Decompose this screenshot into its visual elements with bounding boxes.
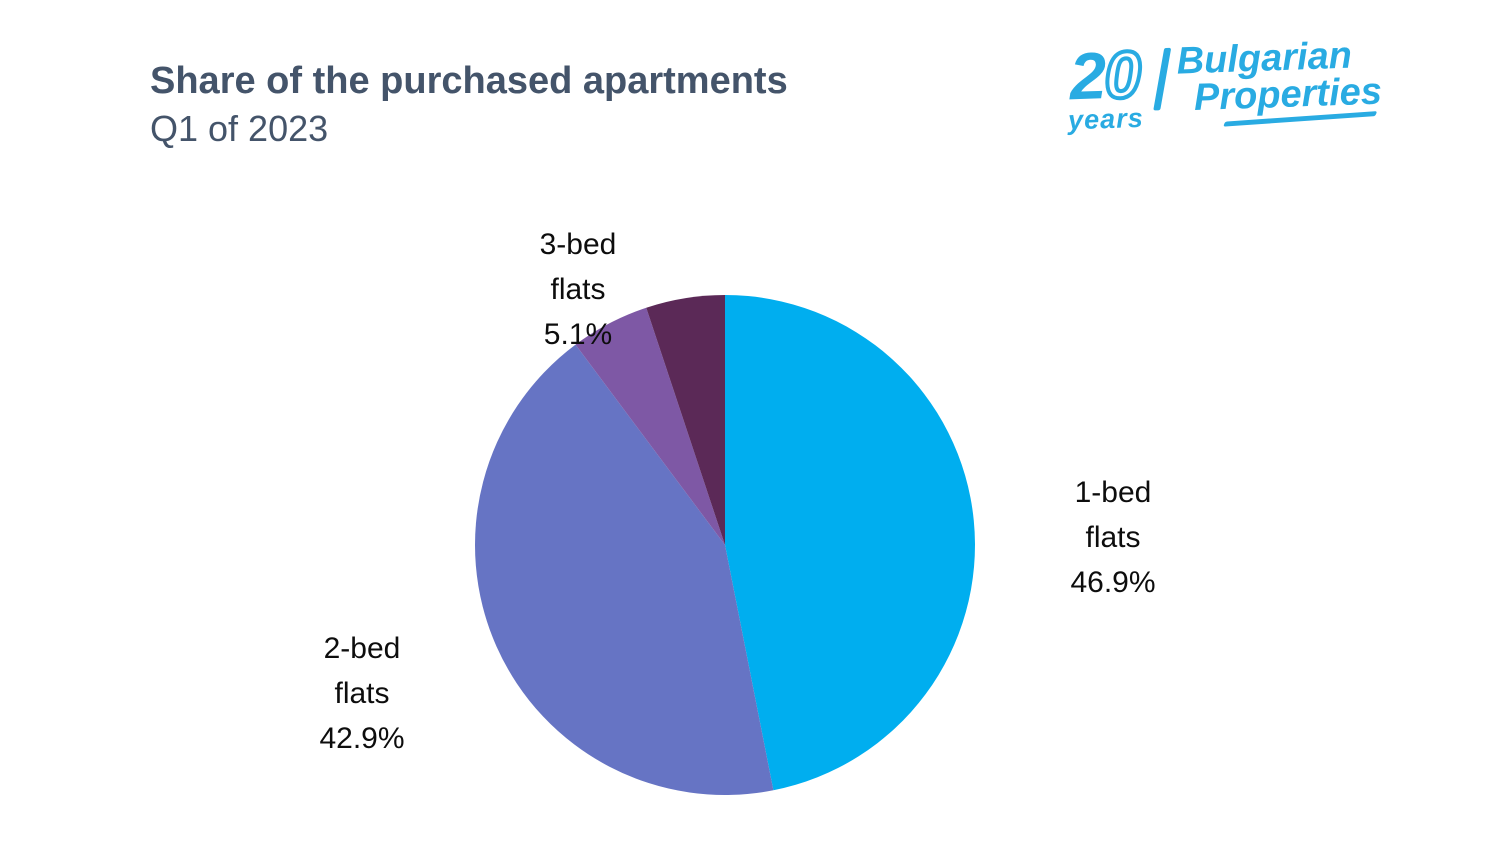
slice-label-line: flats	[334, 677, 390, 710]
slice-label-line: 3-bed	[539, 228, 617, 261]
slice-label-1-bed-flats: 1-bed flats 46.9%	[1013, 470, 1213, 605]
slice-label-line: 5.1%	[543, 318, 613, 351]
slice-label-line: 2-bed	[323, 632, 401, 665]
pie-slice-3-bed-flats	[575, 307, 725, 545]
slice-label-line: 46.9%	[1070, 566, 1156, 599]
slice-label-2-bed-flats: 2-bed flats 42.9%	[262, 626, 462, 761]
pie-slice-unlabeled-slice	[646, 295, 725, 545]
page-title: Share of the purchased apartments	[150, 60, 788, 102]
slice-label-3-bed-flats: 3-bed flats 5.1%	[478, 222, 678, 357]
slice-label-line: 42.9%	[319, 722, 405, 755]
slice-label-line: 1-bed	[1074, 476, 1152, 509]
pie-svg	[475, 295, 975, 795]
chart-header: Share of the purchased apartments Q1 of …	[150, 58, 788, 152]
page-subtitle: Q1 of 2023	[150, 107, 329, 149]
pie-slice-1-bed-flats	[725, 295, 975, 791]
pie-slice-2-bed-flats	[475, 344, 774, 795]
slice-label-line: flats	[1085, 521, 1141, 554]
slice-label-line: flats	[550, 273, 606, 306]
